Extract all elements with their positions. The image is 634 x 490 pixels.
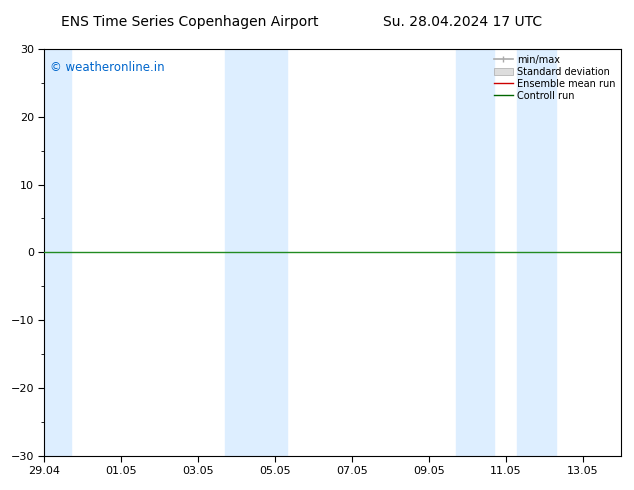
Text: Su. 28.04.2024 17 UTC: Su. 28.04.2024 17 UTC [384,15,542,29]
Bar [44,49,71,456]
Bar [225,49,287,456]
Legend: min/max, Standard deviation, Ensemble mean run, Controll run: min/max, Standard deviation, Ensemble me… [491,52,618,103]
Text: ENS Time Series Copenhagen Airport: ENS Time Series Copenhagen Airport [61,15,319,29]
Text: © weatheronline.in: © weatheronline.in [50,61,165,74]
Bar [517,49,556,456]
Bar [456,49,495,456]
